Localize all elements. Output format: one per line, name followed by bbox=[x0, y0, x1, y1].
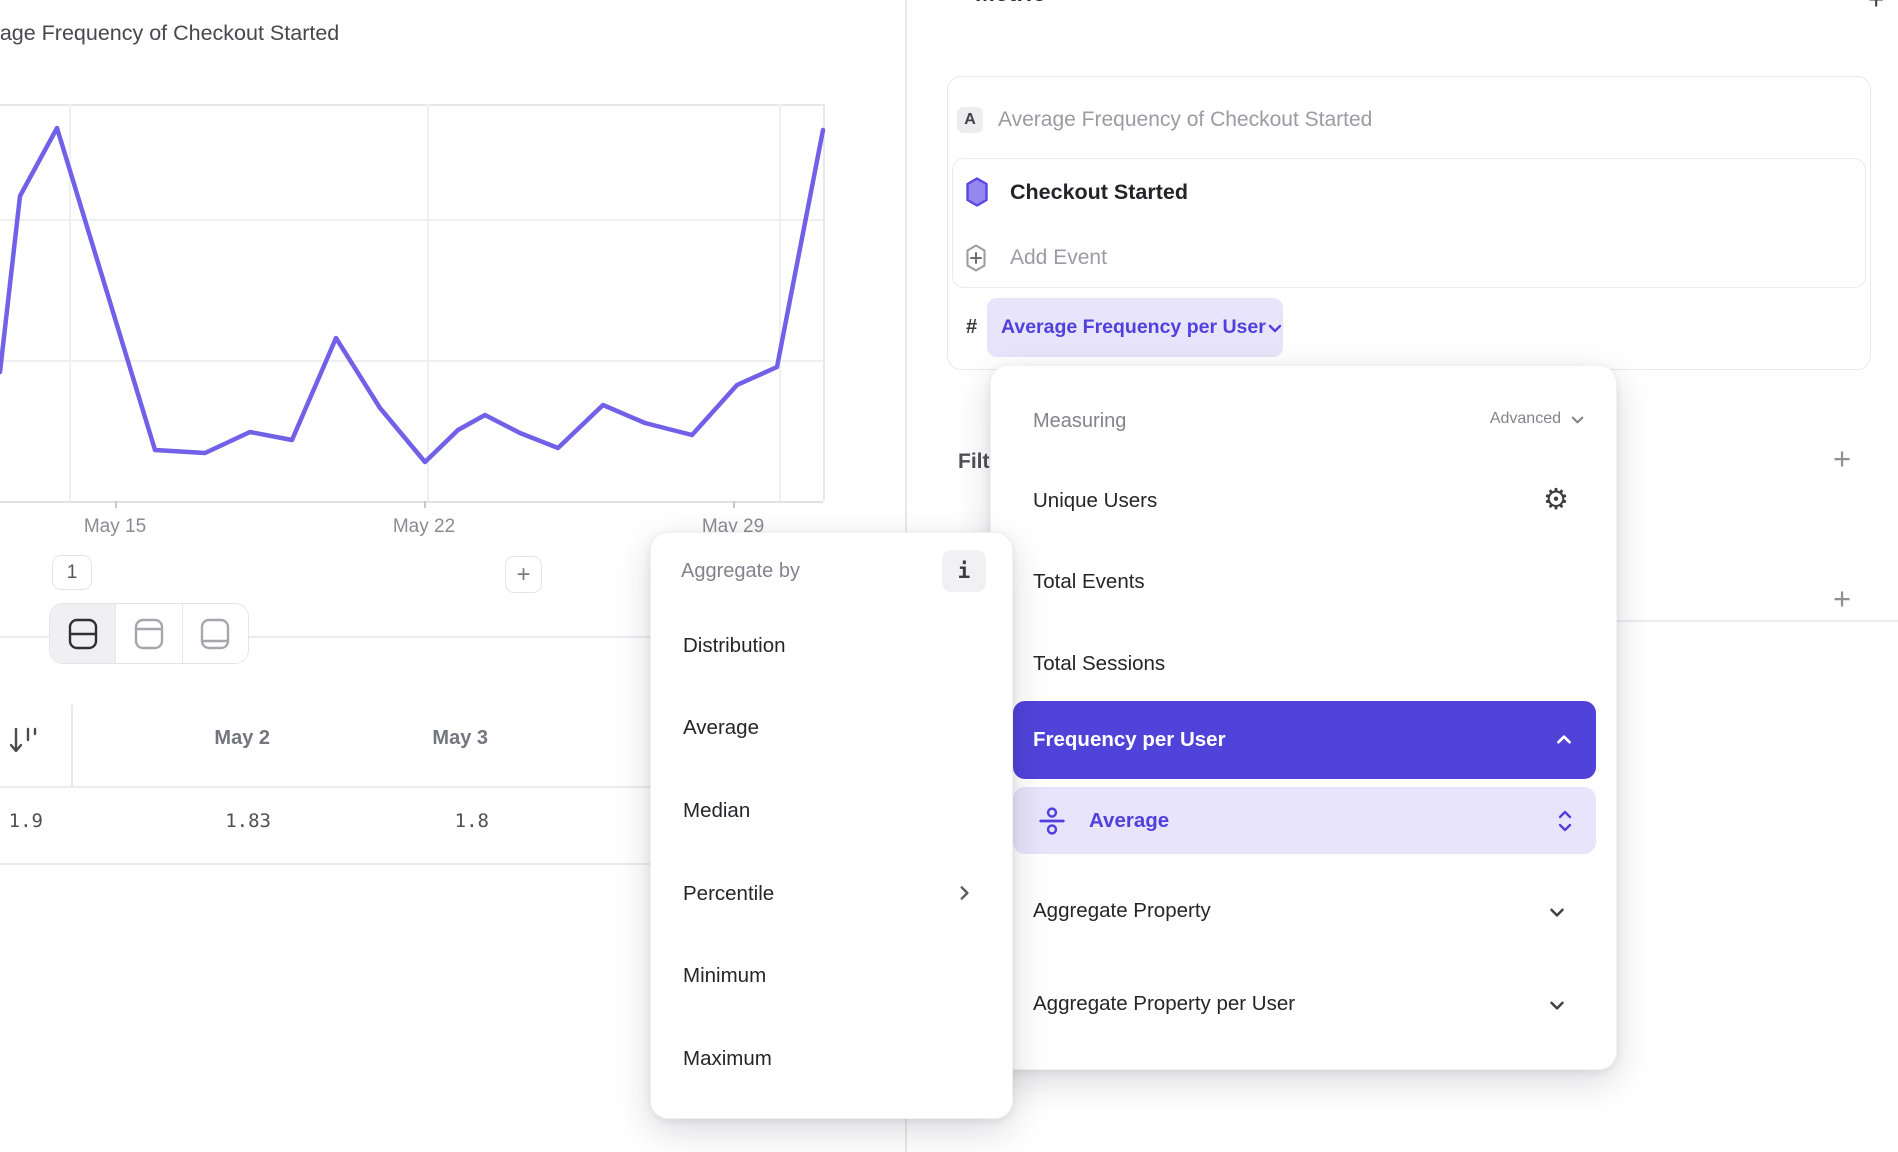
menu-item-maximum[interactable]: Maximum bbox=[683, 1047, 772, 1070]
event-name[interactable]: Checkout Started bbox=[1010, 180, 1189, 204]
chevron-down-icon bbox=[1550, 908, 1564, 917]
bottom-panel-icon bbox=[201, 618, 230, 649]
chevron-down-icon bbox=[1550, 1001, 1564, 1010]
metric-name-placeholder[interactable]: Average Frequency of Checkout Started bbox=[998, 108, 1373, 131]
gridline-vertical bbox=[779, 104, 781, 501]
add-metric-button[interactable]: + bbox=[1868, 0, 1884, 16]
chart-line bbox=[0, 125, 826, 465]
advanced-toggle[interactable]: Advanced bbox=[1490, 410, 1586, 428]
plus-icon: + bbox=[516, 560, 531, 588]
table-column-separator bbox=[71, 705, 73, 787]
menu-item-total-events[interactable]: Total Events bbox=[1033, 570, 1145, 593]
axis-tick bbox=[733, 501, 735, 508]
x-axis-label: May 15 bbox=[83, 516, 147, 537]
menu-item-average[interactable]: Average bbox=[683, 716, 759, 739]
gridline-vertical bbox=[69, 104, 71, 501]
menu-item-aggregate-property-per-user[interactable]: Aggregate Property per User bbox=[1033, 992, 1296, 1015]
layout-toggle-chart-only[interactable] bbox=[115, 604, 182, 663]
aggregate-menu-header: Aggregate by bbox=[681, 560, 800, 582]
measurement-type-icon: # bbox=[966, 316, 978, 338]
menu-item-aggregate-property[interactable]: Aggregate Property bbox=[1033, 899, 1211, 922]
gridline-vertical bbox=[427, 104, 429, 501]
x-axis-label: May 29 bbox=[701, 516, 765, 537]
measuring-dropdown-menu: Measuring Advanced Unique Users ⚙ Total … bbox=[990, 365, 1617, 1070]
table-header-may-3[interactable]: May 3 bbox=[432, 727, 488, 749]
chevron-up-down-icon bbox=[1558, 810, 1572, 831]
divide-icon bbox=[1039, 806, 1065, 835]
split-view-icon bbox=[68, 618, 97, 649]
axis-tick bbox=[115, 501, 117, 508]
sort-icon bbox=[9, 727, 37, 753]
aggregate-by-dropdown-menu: Aggregate by i Distribution Average Medi… bbox=[650, 532, 1013, 1119]
layout-toggle-split[interactable] bbox=[50, 604, 116, 663]
menu-item-frequency-per-user[interactable]: Frequency per User bbox=[1013, 701, 1596, 779]
line-chart bbox=[0, 125, 826, 465]
x-axis-label: May 22 bbox=[392, 516, 456, 537]
measurement-dropdown[interactable]: Average Frequency per User bbox=[987, 298, 1283, 357]
metric-badge: A bbox=[957, 107, 983, 133]
top-panel-icon bbox=[134, 618, 164, 649]
section-divider bbox=[1617, 620, 1898, 622]
menu-item-percentile[interactable]: Percentile bbox=[683, 882, 775, 905]
menu-item-unique-users[interactable]: Unique Users bbox=[1033, 489, 1158, 512]
axis-tick bbox=[424, 501, 426, 508]
add-series-button[interactable]: + bbox=[505, 556, 542, 593]
series-count-badge[interactable]: 1 bbox=[52, 555, 92, 590]
metric-section-heading: Metric bbox=[975, 0, 1046, 8]
add-filter-button[interactable]: + bbox=[1832, 441, 1852, 476]
gridline-horizontal bbox=[0, 360, 823, 362]
info-icon[interactable]: i bbox=[942, 550, 986, 592]
table-cell: 1.8 bbox=[454, 810, 489, 832]
section-divider bbox=[0, 636, 903, 638]
menu-item-median[interactable]: Median bbox=[683, 799, 751, 822]
table-cell: 1.83 bbox=[225, 810, 271, 832]
table-header-may-2[interactable]: May 2 bbox=[214, 727, 270, 749]
chevron-down-icon bbox=[1571, 416, 1584, 423]
x-axis-line bbox=[0, 501, 823, 503]
add-breakdown-button[interactable]: + bbox=[1832, 581, 1852, 616]
table-border bbox=[0, 786, 903, 788]
layout-toggle-table-only[interactable] bbox=[181, 604, 248, 663]
gear-icon[interactable]: ⚙ bbox=[1543, 484, 1569, 516]
table-border bbox=[0, 863, 903, 865]
plot-top-border bbox=[0, 104, 823, 106]
menu-item-total-sessions[interactable]: Total Sessions bbox=[1033, 652, 1166, 675]
menu-item-average-aggregation[interactable]: Average bbox=[1013, 787, 1596, 854]
menu-item-distribution[interactable]: Distribution bbox=[683, 634, 786, 657]
layout-toggle-group bbox=[49, 603, 249, 664]
table-cell: 1.9 bbox=[8, 810, 43, 832]
chevron-right-icon bbox=[960, 886, 969, 900]
plot-right-border bbox=[823, 104, 825, 501]
add-event-button[interactable]: Add Event bbox=[1010, 246, 1107, 269]
measuring-menu-header: Measuring bbox=[1033, 410, 1127, 432]
chart-title: Average Frequency of Checkout Started bbox=[0, 21, 340, 45]
chevron-up-icon bbox=[1557, 735, 1571, 744]
gridline-horizontal bbox=[0, 219, 823, 221]
chevron-down-icon bbox=[1268, 324, 1282, 332]
event-card bbox=[952, 158, 1866, 288]
sort-button[interactable] bbox=[7, 725, 41, 759]
menu-item-minimum[interactable]: Minimum bbox=[683, 964, 767, 987]
add-event-icon bbox=[966, 244, 986, 272]
event-hexagon-icon bbox=[966, 177, 988, 207]
